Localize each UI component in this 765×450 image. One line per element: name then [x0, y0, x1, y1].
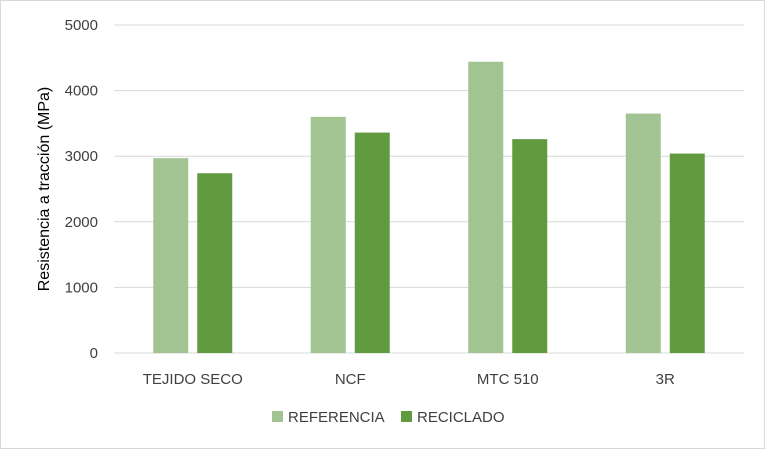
- x-tick-label: TEJIDO SECO: [143, 371, 243, 388]
- bar-reciclado-2: [512, 139, 548, 353]
- legend-label-referencia: REFERENCIA: [288, 409, 385, 426]
- y-axis-ticks: 0 1000 2000 3000 4000 5000: [65, 17, 98, 362]
- bar-reciclado-1: [354, 132, 390, 353]
- x-tick-label: MTC 510: [477, 371, 539, 388]
- y-tick-label: 2000: [65, 214, 98, 231]
- y-tick-label: 0: [90, 345, 98, 362]
- legend-label-reciclado: RECICLADO: [417, 409, 505, 426]
- x-tick-label: 3R: [656, 371, 675, 388]
- bar-referencia-1: [310, 116, 346, 353]
- bar-referencia-0: [153, 158, 189, 353]
- legend: REFERENCIA RECICLADO: [272, 409, 505, 426]
- y-tick-label: 3000: [65, 148, 98, 165]
- bar-reciclado-0: [197, 173, 233, 353]
- x-tick-label: NCF: [335, 371, 366, 388]
- bar-reciclado-3: [669, 153, 705, 353]
- y-tick-label: 4000: [65, 83, 98, 100]
- legend-swatch-reciclado: [401, 411, 412, 422]
- y-tick-label: 1000: [65, 279, 98, 296]
- x-axis-ticks: TEJIDO SECO NCF MTC 510 3R: [143, 371, 675, 388]
- y-axis-title: Resistencia a tracción (MPa): [36, 87, 53, 292]
- bar-referencia-3: [625, 113, 661, 353]
- bars: [153, 61, 705, 354]
- legend-swatch-referencia: [272, 411, 283, 422]
- y-tick-label: 5000: [65, 17, 98, 34]
- bar-referencia-2: [468, 61, 504, 354]
